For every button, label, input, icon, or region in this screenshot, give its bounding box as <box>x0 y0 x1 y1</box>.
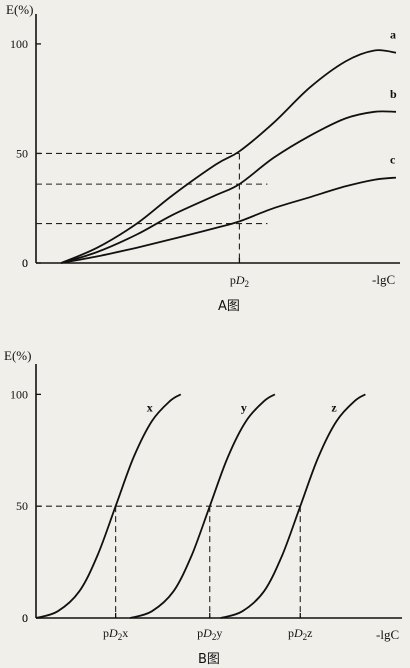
series-label: y <box>241 400 247 414</box>
x-tick-label: pD2y <box>197 626 222 642</box>
y-tick-label: 0 <box>22 611 28 625</box>
origin-label: 0 <box>22 256 28 270</box>
y-tick-label: 100 <box>10 387 28 401</box>
series-line-b <box>60 110 397 264</box>
chart-caption: A图 <box>218 299 240 314</box>
series-label: a <box>390 28 396 42</box>
series-label: z <box>331 400 337 414</box>
origin-label: 0 <box>22 611 28 625</box>
series-line-z <box>220 393 366 619</box>
x-tick-label: pD2x <box>103 626 128 642</box>
series-line-a <box>60 49 397 264</box>
x-tick-label: pD2 <box>230 273 249 289</box>
y-axis-label: E(%) <box>4 348 31 363</box>
chart-caption: B图 <box>198 652 220 667</box>
y-tick-label: 0 <box>22 256 28 270</box>
series-label: x <box>147 400 153 414</box>
y-tick-label: 50 <box>16 146 28 160</box>
series-line-x <box>35 393 182 619</box>
y-axis-label: E(%) <box>6 2 33 17</box>
x-axis-label: -lgC <box>376 627 399 642</box>
series-line-y <box>129 393 276 619</box>
series-label: c <box>390 153 396 167</box>
series-line-c <box>61 176 397 264</box>
x-axis-label: -lgC <box>372 272 395 287</box>
series-label: b <box>390 87 397 101</box>
y-tick-label: 50 <box>16 499 28 513</box>
y-tick-label: 100 <box>10 37 28 51</box>
x-tick-label: pD2z <box>288 626 313 642</box>
